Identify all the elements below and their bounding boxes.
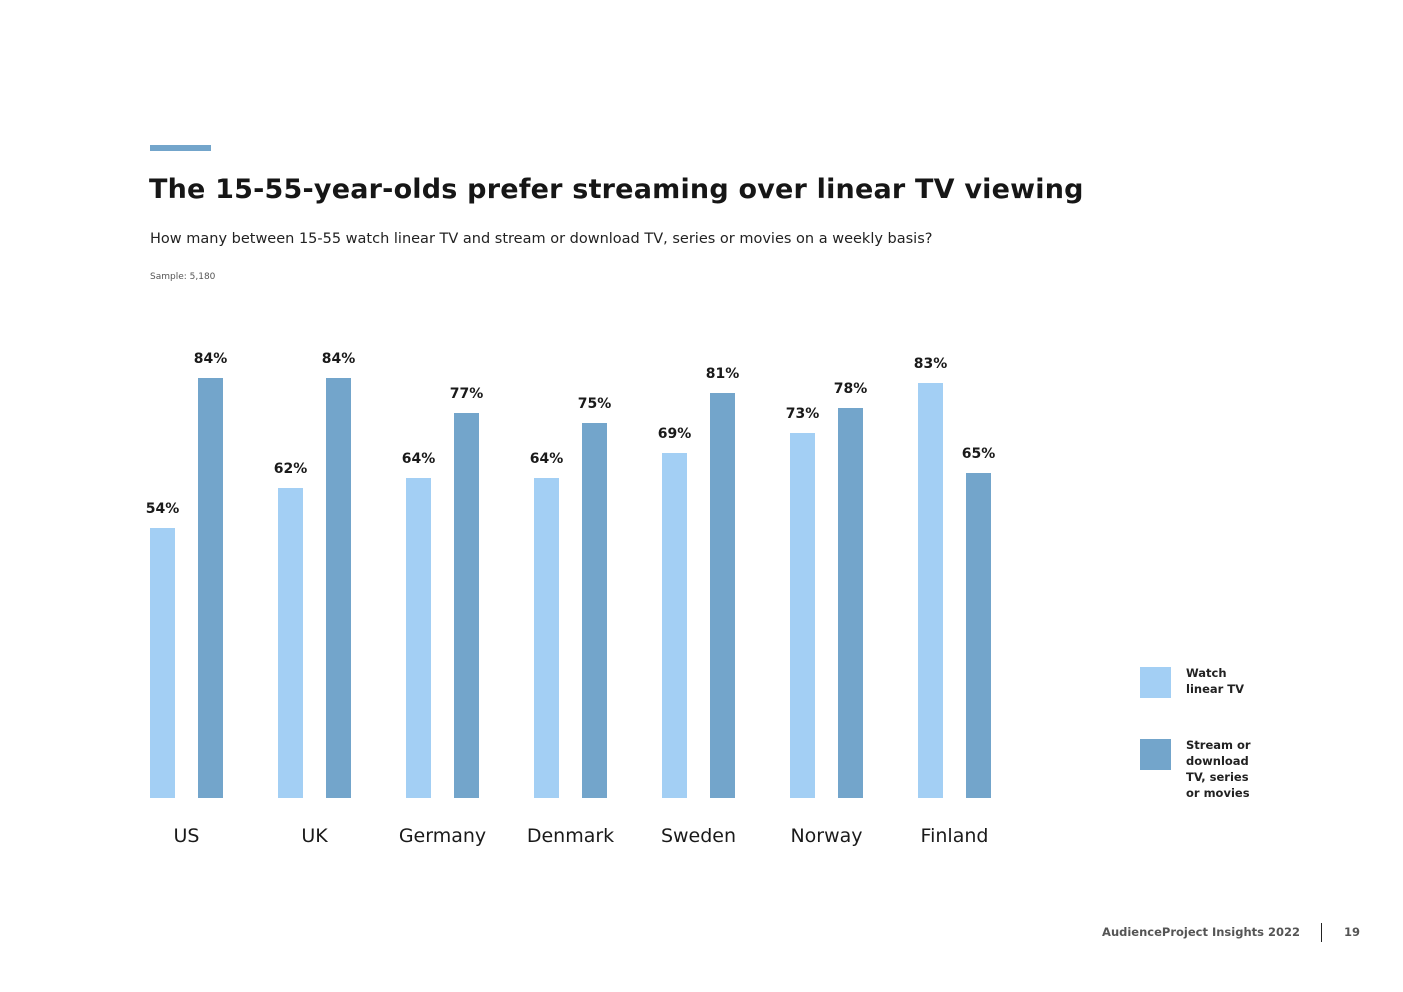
chart-subtitle: How many between 15-55 watch linear TV a…	[150, 231, 933, 247]
page-number: 19	[1344, 925, 1361, 939]
legend-label-linear-tv: Watch linear TV	[1186, 666, 1245, 696]
page-title: The 15-55-year-olds prefer streaming ove…	[149, 174, 1084, 205]
bar-us-streaming	[198, 378, 223, 798]
category-label-sweden: Sweden	[661, 825, 736, 847]
category-label-germany: Germany	[399, 825, 486, 847]
data-label-us-streaming: 84%	[194, 351, 228, 367]
bar-germany-linear-tv	[406, 478, 431, 798]
bar-sweden-streaming	[710, 393, 735, 798]
bar-uk-linear-tv	[278, 488, 303, 798]
data-label-sweden-linear-tv: 69%	[658, 426, 692, 442]
bar-norway-linear-tv	[790, 433, 815, 798]
data-label-uk-linear-tv: 62%	[274, 461, 308, 477]
legend-swatch-linear-tv	[1140, 667, 1171, 698]
bar-norway-streaming	[838, 408, 863, 798]
title-accent-bar	[150, 145, 211, 151]
data-label-denmark-linear-tv: 64%	[530, 451, 564, 467]
data-label-germany-streaming: 77%	[450, 386, 484, 402]
bar-us-linear-tv	[150, 528, 175, 798]
bar-denmark-streaming	[582, 423, 607, 798]
category-label-finland: Finland	[921, 825, 989, 847]
bar-denmark-linear-tv	[534, 478, 559, 798]
data-label-finland-streaming: 65%	[962, 446, 996, 462]
bar-germany-streaming	[454, 413, 479, 798]
footer-divider	[1321, 923, 1322, 942]
category-label-denmark: Denmark	[527, 825, 614, 847]
data-label-finland-linear-tv: 83%	[914, 356, 948, 372]
sample-size: Sample: 5,180	[150, 272, 216, 282]
legend-swatch-streaming	[1140, 739, 1171, 770]
category-label-us: US	[174, 825, 200, 847]
data-label-us-linear-tv: 54%	[146, 501, 180, 517]
data-label-sweden-streaming: 81%	[706, 366, 740, 382]
bar-finland-streaming	[966, 473, 991, 798]
category-label-norway: Norway	[790, 825, 862, 847]
category-label-uk: UK	[301, 825, 328, 847]
legend-item-streaming: Stream or download TV, series or movies	[1140, 737, 1256, 801]
bar-sweden-linear-tv	[662, 453, 687, 798]
legend-label-streaming: Stream or download TV, series or movies	[1186, 738, 1251, 800]
bar-finland-linear-tv	[918, 383, 943, 798]
data-label-uk-streaming: 84%	[322, 351, 356, 367]
data-label-norway-streaming: 78%	[834, 381, 868, 397]
legend-item-linear-tv: Watch linear TV	[1140, 665, 1256, 698]
data-label-norway-linear-tv: 73%	[786, 406, 820, 422]
bar-uk-streaming	[326, 378, 351, 798]
data-label-denmark-streaming: 75%	[578, 396, 612, 412]
footer-source: AudienceProject Insights 2022	[1102, 925, 1300, 939]
data-label-germany-linear-tv: 64%	[402, 451, 436, 467]
